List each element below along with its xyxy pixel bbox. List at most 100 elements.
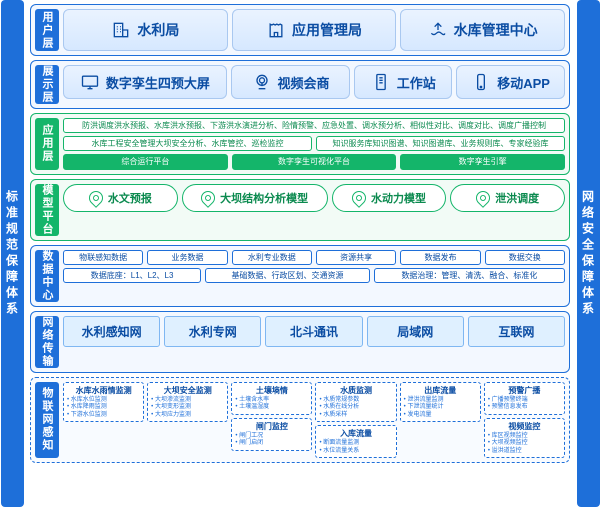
iot-card-item: 土壤含水率 [235, 397, 308, 405]
data-r2-l: 数据底座：L1、L2、L3 [63, 268, 201, 283]
iot-card-item: 发电流量 [404, 412, 477, 420]
iot-card-title: 出库流量 [404, 385, 477, 396]
net-4: 互联网 [468, 316, 565, 347]
iot-card-item: 水质采样 [319, 412, 392, 420]
workstation-icon [371, 72, 391, 92]
model-2: 水动力模型 [332, 184, 447, 212]
data-r1-0: 物联感知数据 [63, 250, 143, 265]
iot-card-item: 广播预警终端 [488, 397, 561, 405]
tier-data: 数据中心 物联感知数据 业务数据 水利专业数据 资源共享 数据发布 数据交换 数… [30, 245, 570, 307]
app-r1: 防洪调度洪水预报、水库洪水预报、下游洪水演进分析、险情预警、应急处置、调水预分析… [63, 118, 565, 133]
user-row: 水利局 应用管理局 水库管理中心 [63, 9, 565, 51]
iot-card-item: 水质在线分析 [319, 404, 392, 412]
iot-card-item: 溢洪道监控 [488, 448, 561, 456]
iot-card-title: 视频监控 [488, 421, 561, 432]
iot-card: 闸门监控闸门工况闸门启闭 [231, 418, 312, 451]
tier-model-label: 模型平台 [35, 184, 59, 236]
model-1: 大坝结构分析模型 [182, 184, 328, 212]
tier-user-label: 用户层 [35, 9, 59, 51]
display-item-2: 工作站 [354, 65, 452, 99]
tier-app: 应用层 防洪调度洪水预报、水库洪水预报、下游洪水演进分析、险情预警、应急处置、调… [30, 113, 570, 175]
left-rail: 标准规范保障体系 [0, 0, 24, 507]
architecture-diagram: 标准规范保障体系 用户层 水利局 应用管理局 水库管理中心 展示层 [0, 0, 600, 507]
tier-display-label: 展示层 [35, 65, 59, 104]
iot-card: 大坝安全监测大坝渗流监测大坝变形监测大坝应力监测 [147, 382, 228, 423]
app-r2-0: 水库工程安全管理大坝安全分析、水库管控、巡检监控 [63, 136, 312, 151]
iot-card-title: 入库流量 [319, 428, 392, 439]
iot-card-title: 水质监测 [319, 385, 392, 396]
iot-card-title: 土壤墒情 [235, 385, 308, 396]
iot-card-item: 下泄流量统计 [404, 404, 477, 412]
display-row: 数字孪生四预大屏 视频会商 工作站 移动APP [63, 65, 565, 99]
tier-net-label: 网络传输 [35, 316, 59, 368]
reservoir-icon [428, 20, 448, 40]
iot-card-title: 闸门监控 [235, 421, 308, 432]
iot-card-item: 水库水位监测 [67, 397, 140, 405]
iot-card: 视频监控库区视频监控大坝视频监控溢洪道监控 [484, 418, 565, 459]
iot-card-item: 大坝视频监控 [488, 440, 561, 448]
iot-card-item: 水位流量关系 [319, 448, 392, 456]
tier-display: 展示层 数字孪生四预大屏 视频会商 工作站 移动APP [30, 60, 570, 109]
iot-card-item: 大坝应力监测 [151, 412, 224, 420]
model-0: 水文预报 [63, 184, 178, 212]
iot-card-item: 预警信息发布 [488, 404, 561, 412]
right-rail: 网络安全保障体系 [576, 0, 600, 507]
tier-data-label: 数据中心 [35, 250, 59, 302]
net-row: 水利感知网 水利专网 北斗通讯 局域网 互联网 [63, 316, 565, 347]
iot-card-item: 土壤温湿度 [235, 404, 308, 412]
right-rail-label: 网络安全保障体系 [577, 0, 600, 507]
data-r2-m: 基础数据、行政区划、交通资源 [205, 268, 370, 283]
building-icon [111, 20, 131, 40]
iot-card-item: 库区视频监控 [488, 433, 561, 441]
iot-card-title: 水库水雨情监测 [67, 385, 140, 396]
app-r3-0: 综合运行平台 [63, 154, 228, 169]
iot-card-item: 断面流量监测 [319, 440, 392, 448]
iot-card-item: 水库降雨监测 [67, 404, 140, 412]
left-rail-label: 标准规范保障体系 [1, 0, 24, 507]
net-0: 水利感知网 [63, 316, 160, 347]
tiers: 用户层 水利局 应用管理局 水库管理中心 展示层 数字孪生四预大屏 [24, 0, 576, 507]
net-1: 水利专网 [164, 316, 261, 347]
iot-card: 水质监测水质常规参数水质在线分析水质采样 [315, 382, 396, 423]
drop-icon [349, 188, 369, 208]
iot-card: 出库流量泄洪流量监测下泄流量统计发电流量 [400, 382, 481, 423]
net-2: 北斗通讯 [265, 316, 362, 347]
data-r1-3: 资源共享 [316, 250, 396, 265]
drop-icon [473, 188, 493, 208]
iot-card-title: 大坝安全监测 [151, 385, 224, 396]
data-r1-4: 数据发布 [400, 250, 480, 265]
iot-card: 预警广播广播预警终端预警信息发布 [484, 382, 565, 415]
app-r2-1: 知识服务库知识图谱、知识图谱库、业务规则库、专家经验库 [316, 136, 565, 151]
data-r1-2: 水利专业数据 [232, 250, 312, 265]
display-item-3: 移动APP [456, 65, 565, 99]
user-item-1: 应用管理局 [232, 9, 397, 51]
iot-card-item: 水质常规参数 [319, 397, 392, 405]
data-r2-r: 数据治理：管理、清洗、融合、标准化 [374, 268, 565, 283]
iot-card-item: 泄洪流量监测 [404, 397, 477, 405]
data-r1-1: 业务数据 [147, 250, 227, 265]
iot-card-title: 预警广播 [488, 385, 561, 396]
iot-card: 水库水雨情监测水库水位监测水库降雨监测下游水位监测 [63, 382, 144, 423]
net-3: 局域网 [367, 316, 464, 347]
display-item-0: 数字孪生四预大屏 [63, 65, 227, 99]
iot-card-item: 大坝渗流监测 [151, 397, 224, 405]
camera-icon [252, 72, 272, 92]
iot-card-item: 下游水位监测 [67, 412, 140, 420]
drop-icon [198, 188, 218, 208]
tier-iot-label: 物联网感知 [35, 382, 59, 459]
tier-app-label: 应用层 [35, 118, 59, 170]
tier-user: 用户层 水利局 应用管理局 水库管理中心 [30, 4, 570, 56]
castle-icon [266, 20, 286, 40]
iot-card-item: 闸门启闭 [235, 440, 308, 448]
user-item-2: 水库管理中心 [400, 9, 565, 51]
model-3: 泄洪调度 [450, 184, 565, 212]
drop-icon [86, 188, 106, 208]
app-r3-2: 数字孪生引擎 [400, 154, 565, 169]
model-row: 水文预报 大坝结构分析模型 水动力模型 泄洪调度 [63, 184, 565, 212]
tier-net: 网络传输 水利感知网 水利专网 北斗通讯 局域网 互联网 [30, 311, 570, 373]
data-r1-5: 数据交换 [485, 250, 565, 265]
screen-icon [80, 72, 100, 92]
mobile-icon [471, 72, 491, 92]
iot-card: 入库流量断面流量监测水位流量关系 [315, 425, 396, 458]
tier-iot: 物联网感知 水库水雨情监测水库水位监测水库降雨监测下游水位监测大坝安全监测大坝渗… [30, 377, 570, 464]
